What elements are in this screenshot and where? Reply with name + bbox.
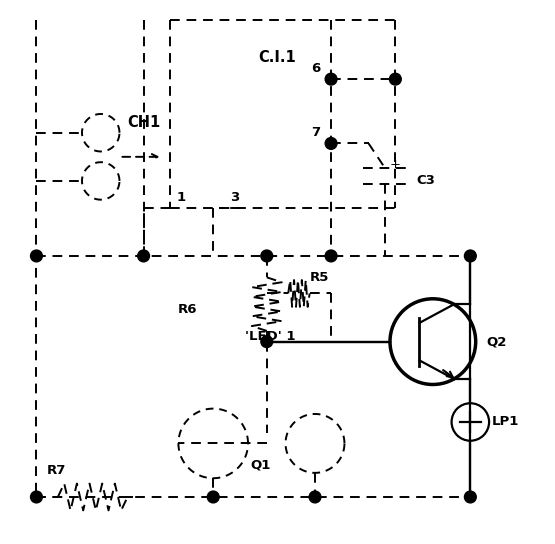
Text: +: + xyxy=(390,158,401,171)
Circle shape xyxy=(261,250,273,262)
Circle shape xyxy=(309,491,321,503)
Text: R5: R5 xyxy=(310,271,329,284)
Circle shape xyxy=(208,491,219,503)
Circle shape xyxy=(325,73,337,85)
Circle shape xyxy=(325,250,337,262)
Text: 7: 7 xyxy=(311,126,320,139)
Text: 1: 1 xyxy=(176,190,185,203)
Text: 6: 6 xyxy=(311,62,320,75)
Text: R7: R7 xyxy=(47,463,67,477)
Circle shape xyxy=(465,250,476,262)
Circle shape xyxy=(138,250,149,262)
Circle shape xyxy=(465,491,476,503)
Text: C3: C3 xyxy=(417,175,436,188)
Text: 3: 3 xyxy=(230,190,239,203)
Text: Q2: Q2 xyxy=(486,335,507,348)
Text: C.I.1: C.I.1 xyxy=(259,50,296,65)
Circle shape xyxy=(325,138,337,150)
Text: 'LED' 1: 'LED' 1 xyxy=(245,330,296,343)
Circle shape xyxy=(31,491,42,503)
Circle shape xyxy=(261,336,273,348)
Text: LP1: LP1 xyxy=(492,416,519,429)
Text: CH1: CH1 xyxy=(128,115,161,129)
Circle shape xyxy=(390,73,401,85)
Text: Q1: Q1 xyxy=(251,459,271,471)
Circle shape xyxy=(31,250,42,262)
Text: R6: R6 xyxy=(178,303,197,316)
